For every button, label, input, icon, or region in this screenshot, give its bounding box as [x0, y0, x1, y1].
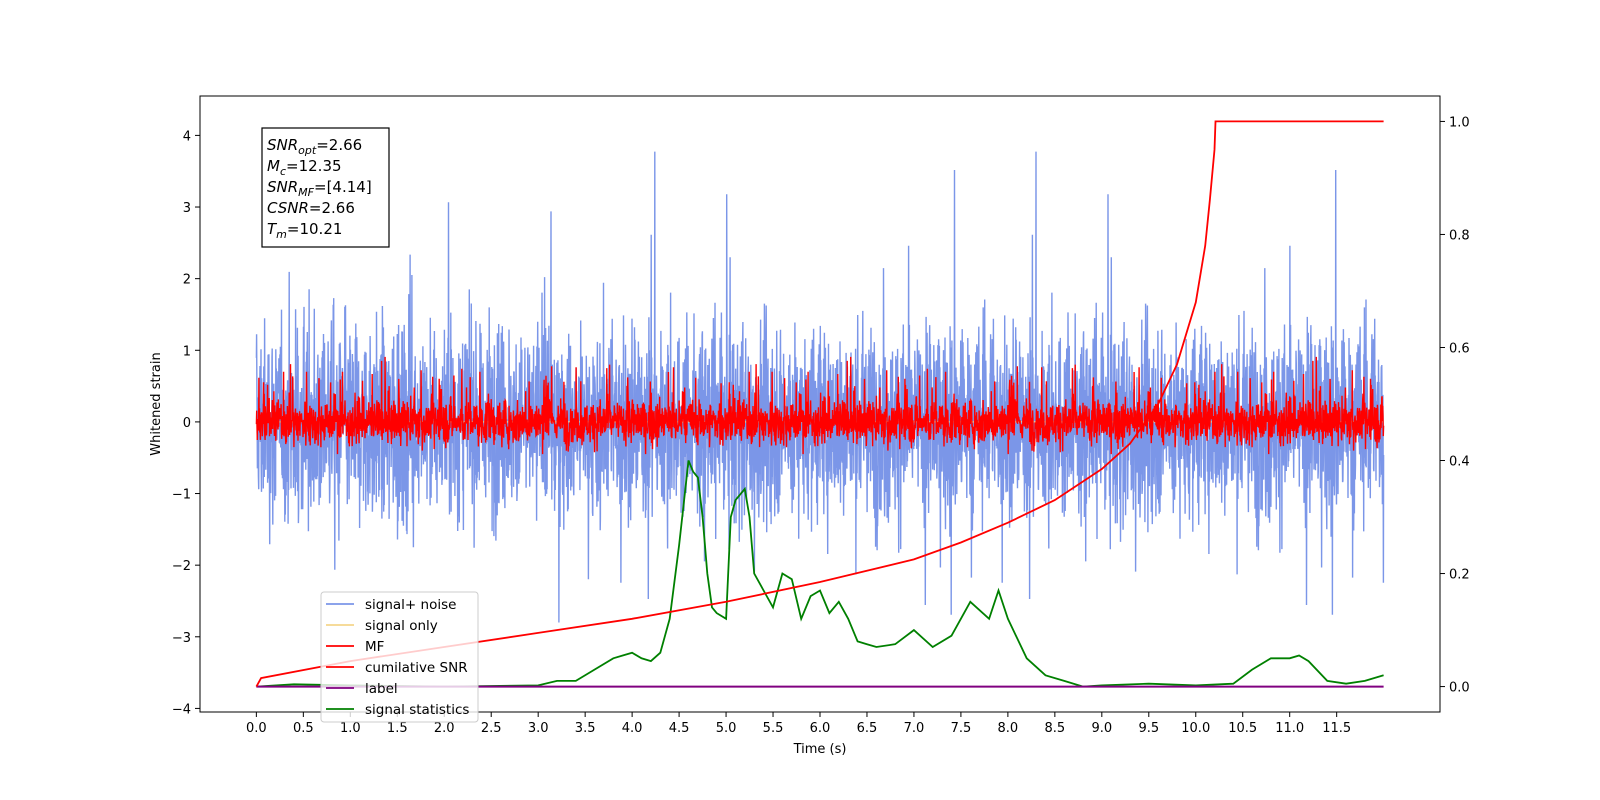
- legend-entry: signal statistics: [365, 702, 469, 718]
- x-axis-ticks: 0.0 0.5 1.0 1.5 2.0 2.5 3.0 3.5 4.0 4.5 5.0 5.5 6.0 6…: [246, 712, 1351, 736]
- x-tick-label: 8.0: [998, 721, 1019, 736]
- annotation-symbol: T: [267, 220, 278, 238]
- x-tick-label: 9.5: [1138, 721, 1159, 736]
- x-tick-label: 1.0: [340, 721, 361, 736]
- x-tick-label: 0.5: [293, 721, 314, 736]
- y-right-tick-label: 0.0: [1449, 681, 1470, 696]
- annotation-line: Mc=12.35: [267, 157, 342, 178]
- y-axis-label: Whitened strain: [149, 352, 164, 455]
- x-tick-label: 5.0: [716, 721, 737, 736]
- annotation-line: SNRopt=2.66: [267, 136, 362, 157]
- annotation-symbol: SNR: [267, 136, 298, 154]
- y-left-tick-label: 1: [183, 344, 191, 359]
- x-tick-label: 9.0: [1091, 721, 1112, 736]
- x-tick-label: 4.0: [622, 721, 643, 736]
- y-right-tick-label: 0.8: [1449, 228, 1470, 243]
- annotation-value: =[4.14]: [314, 178, 372, 196]
- x-tick-label: 11.0: [1275, 721, 1304, 736]
- annotation-subscript: opt: [298, 144, 317, 157]
- snr-annotation-box: SNRopt=2.66Mc=12.35SNRMF=[4.14]CSNR=2.66…: [261, 127, 390, 248]
- x-tick-label: 1.5: [387, 721, 408, 736]
- y-left-tick-label: 2: [183, 273, 191, 288]
- annotation-line: SNRMF=[4.14]: [267, 178, 372, 199]
- x-tick-label: 10.5: [1228, 721, 1257, 736]
- y-axis-left-ticks: 4 3 2 1 0 −1 −2 −3 −4: [172, 129, 200, 717]
- annotation-value: =2.66: [309, 199, 355, 217]
- y-left-tick-label: 3: [183, 201, 191, 216]
- x-tick-label: 7.5: [951, 721, 972, 736]
- legend-entry: signal+ noise: [365, 597, 456, 613]
- y-left-tick-label: −3: [172, 631, 191, 646]
- legend: signal+ noise signal only MF cumilative SNR…: [320, 591, 479, 723]
- annotation-value: =2.66: [316, 136, 362, 154]
- x-tick-label: 8.5: [1045, 721, 1066, 736]
- x-axis-label: Time (s): [793, 742, 847, 757]
- y-axis-right-ticks: 1.0 0.8 0.6 0.4 0.2 0.0: [1440, 115, 1470, 696]
- legend-entry: signal only: [365, 618, 438, 634]
- y-left-tick-label: 0: [183, 416, 191, 431]
- x-tick-label: 2.0: [434, 721, 455, 736]
- annotation-subscript: MF: [298, 186, 314, 199]
- legend-entry: cumilative SNR: [365, 660, 468, 676]
- annotation-symbol: SNR: [267, 178, 298, 196]
- legend-entry: label: [365, 681, 398, 697]
- annotation-subscript: m: [276, 228, 287, 241]
- x-tick-label: 10.0: [1181, 721, 1210, 736]
- x-tick-label: 4.5: [669, 721, 690, 736]
- annotation-value: =10.21: [287, 220, 343, 238]
- x-tick-label: 11.5: [1322, 721, 1351, 736]
- y-left-tick-label: 4: [183, 129, 191, 144]
- x-tick-label: 3.0: [528, 721, 549, 736]
- series-mf-line: [255, 356, 1385, 455]
- y-left-tick-label: −2: [172, 559, 191, 574]
- legend-entry: MF: [365, 639, 384, 655]
- x-tick-label: 7.0: [904, 721, 925, 736]
- y-left-tick-label: −1: [172, 488, 191, 503]
- annotation-symbol: CSNR: [267, 199, 309, 217]
- annotation-frame: [261, 127, 390, 248]
- series-signal-statistics-line: [256, 460, 1384, 688]
- series-cumulative-snr-line: [255, 120, 1384, 688]
- x-tick-label: 2.5: [481, 721, 502, 736]
- annotation-value: =12.35: [286, 157, 342, 175]
- y-right-tick-label: 0.4: [1449, 455, 1470, 470]
- y-right-tick-label: 0.2: [1449, 568, 1470, 583]
- legend-frame: [320, 591, 479, 723]
- annotation-line: CSNR=2.66: [267, 199, 355, 217]
- x-tick-label: 5.5: [763, 721, 784, 736]
- x-tick-label: 0.0: [246, 721, 267, 736]
- y-right-tick-label: 0.6: [1449, 341, 1470, 356]
- annotation-symbol: M: [267, 157, 280, 175]
- annotation-subscript: c: [280, 165, 286, 178]
- y-right-tick-label: 1.0: [1449, 115, 1470, 130]
- x-tick-label: 6.5: [857, 721, 878, 736]
- annotation-line: Tm=10.21: [267, 220, 342, 241]
- x-tick-label: 3.5: [575, 721, 596, 736]
- x-tick-label: 6.0: [810, 721, 831, 736]
- y-left-tick-label: −4: [172, 702, 191, 717]
